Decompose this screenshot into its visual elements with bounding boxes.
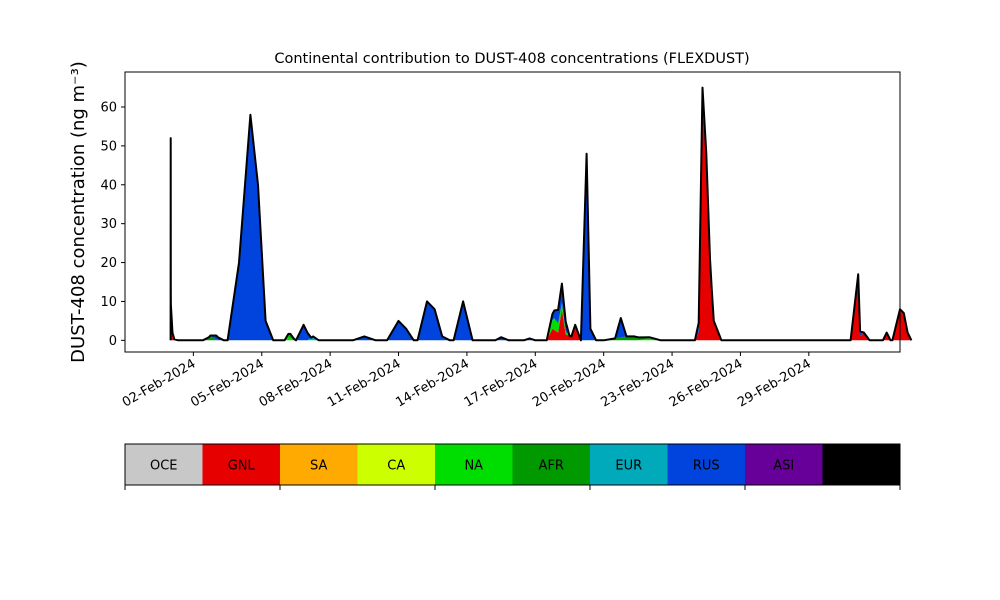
y-tick-label: 10	[100, 295, 117, 310]
y-tick-label: 60	[100, 101, 117, 116]
legend-swatch-na	[435, 444, 513, 485]
y-tick-label: 50	[100, 139, 117, 154]
y-tick-label: 0	[109, 334, 117, 349]
y-axis-ticks: 0 10 20 30 40 50 60	[100, 101, 125, 349]
legend-frame	[124, 443, 901, 486]
legend-swatch-gnl	[202, 444, 280, 485]
plot-frame	[124, 71, 901, 353]
legend-swatch-aus	[822, 444, 900, 485]
legend-label-sa: SA	[310, 459, 327, 474]
legend-swatch-eur	[590, 444, 668, 485]
x-tick-label: 17-Feb-2024	[462, 356, 541, 410]
legend-label-aus: AUS	[848, 459, 875, 474]
legend-label-asi: ASI	[773, 459, 794, 474]
x-tick-label: 14-Feb-2024	[393, 356, 472, 410]
legend-label-oce: OCE	[150, 459, 178, 474]
legend-label-na: NA	[464, 459, 483, 474]
y-tick-label: 30	[100, 217, 117, 232]
x-tick-label: 05-Feb-2024	[188, 356, 267, 410]
x-tick-label: 08-Feb-2024	[257, 356, 336, 410]
legend-label-gnl: GNL	[228, 459, 256, 474]
legend-swatch-oce	[125, 444, 203, 485]
x-tick-label: 11-Feb-2024	[325, 356, 404, 410]
total-concentration-outline	[169, 86, 913, 342]
legend-label-eur: EUR	[615, 459, 642, 474]
legend-swatch-rus	[667, 444, 745, 485]
legend-swatch-sa	[280, 444, 358, 485]
y-tick-label: 20	[100, 256, 117, 271]
chart-title: Continental contribution to DUST-408 con…	[274, 51, 749, 67]
x-tick-label: 20-Feb-2024	[530, 356, 609, 410]
y-axis-label: DUST-408 concentration (ng m⁻³)	[68, 61, 89, 363]
area-series-afr	[170, 107, 912, 341]
legend-swatch-afr	[512, 444, 590, 485]
y-tick-label: 40	[100, 178, 117, 193]
legend-label-afr: AFR	[539, 459, 564, 474]
area-series-eur	[170, 107, 912, 341]
area-series-rus	[170, 87, 912, 341]
area-series-gnl	[170, 107, 912, 341]
x-axis-ticks: 02-Feb-202405-Feb-202408-Feb-202411-Feb-…	[120, 352, 814, 410]
x-tick-label: 26-Feb-2024	[667, 356, 746, 410]
legend-swatch-ca	[357, 444, 435, 485]
legend-label-rus: RUS	[693, 459, 720, 474]
legend-label-ca: CA	[387, 459, 405, 474]
x-tick-label: 29-Feb-2024	[735, 356, 814, 410]
stacked-area-series	[170, 87, 912, 341]
x-tick-label: 23-Feb-2024	[599, 356, 678, 410]
legend-swatch-asi	[745, 444, 823, 485]
area-series-na	[170, 107, 912, 341]
region-color-legend: OCE GNL SA CA NA AFR EUR RUS ASI AUS	[124, 443, 901, 490]
x-tick-label: 02-Feb-2024	[120, 356, 199, 410]
